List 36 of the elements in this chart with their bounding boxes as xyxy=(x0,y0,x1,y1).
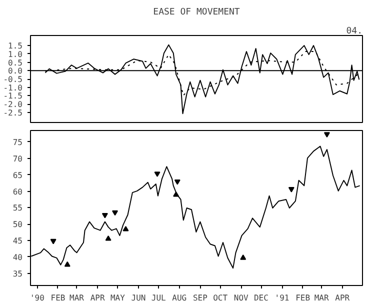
x-tick-label: '90 xyxy=(30,294,45,302)
y-tick-label: -1.0 xyxy=(3,83,23,92)
chart-title: EASE OF MOVEMENT xyxy=(153,8,240,18)
y-tick-label: 40 xyxy=(12,252,23,262)
y-tick-label: 1.0 xyxy=(8,50,23,59)
y-tick-label: 60 xyxy=(12,187,23,196)
x-tick-label: AUG xyxy=(172,294,187,302)
x-tick-label: APR xyxy=(335,294,350,302)
x-tick-label: SEP xyxy=(192,294,208,302)
y-tick-label: 55 xyxy=(12,204,23,213)
x-tick-label: JUL xyxy=(151,294,166,302)
y-tick-label: -2.0 xyxy=(3,100,23,110)
x-tick-label: OCT xyxy=(213,294,228,302)
annotation: 04. xyxy=(346,26,363,36)
y-tick-label: 65 xyxy=(12,170,23,180)
y-tick-label: 75 xyxy=(12,138,23,147)
x-tick-label: '91 xyxy=(274,294,290,302)
y-tick-label: 45 xyxy=(12,236,23,246)
x-tick-label: JUN xyxy=(131,294,146,302)
x-tick-label: MAY xyxy=(110,294,126,302)
x-tick-label: APR xyxy=(90,294,105,302)
y-tick-label: -2.5 xyxy=(3,108,23,118)
x-tick-label: DEC xyxy=(254,294,269,302)
y-tick-label: -1.5 xyxy=(3,92,23,101)
y-tick-label: 1.5 xyxy=(8,42,23,51)
y-tick-label: 0.0 xyxy=(8,66,23,76)
y-tick-label: 50 xyxy=(12,220,23,230)
x-tick-label: MAR xyxy=(70,294,84,302)
y-tick-label: 35 xyxy=(12,269,23,278)
y-tick-label: 0.5 xyxy=(8,58,23,68)
x-tick-label: FEB xyxy=(296,294,310,302)
x-tick-label: FEB xyxy=(50,294,66,302)
x-tick-label: MAR xyxy=(314,294,329,302)
y-tick-label: 70 xyxy=(12,154,23,164)
x-tick-label: NOV xyxy=(234,294,249,302)
y-tick-label: -0.5 xyxy=(3,75,23,84)
